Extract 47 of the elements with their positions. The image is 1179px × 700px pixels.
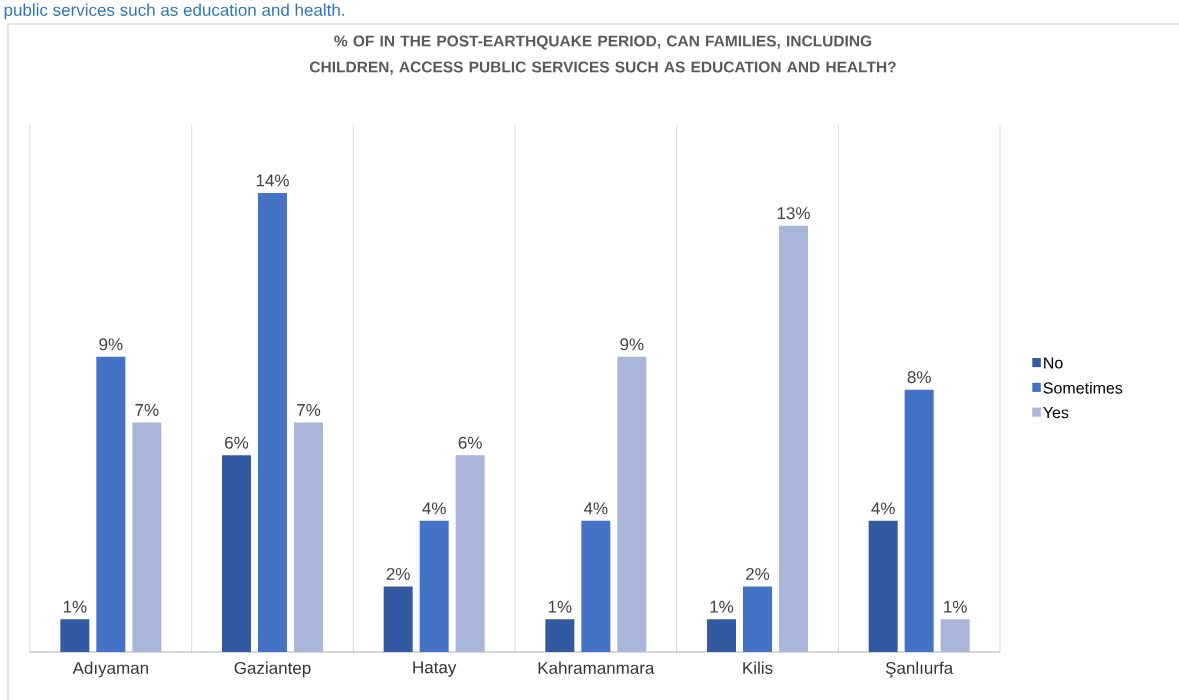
bar (904, 389, 934, 652)
data-label: 1% (710, 600, 734, 613)
text: public services such as education and health. (4, 3, 344, 20)
bar (258, 192, 287, 652)
x-tick-label: Kilis (743, 661, 773, 675)
bar (96, 356, 126, 652)
bar (707, 619, 736, 652)
data-label: 7% (297, 404, 321, 416)
data-label: 7% (135, 404, 159, 416)
data-label: 4% (422, 502, 446, 515)
data-label: 9% (620, 338, 644, 351)
bar (60, 619, 90, 652)
x-tick-label: Gaziantep (234, 661, 311, 678)
legend-label: No (1044, 357, 1063, 369)
bar (222, 455, 251, 652)
data-label: 13% (777, 207, 810, 220)
data-label: 2% (386, 567, 410, 580)
data-label: 6% (225, 436, 249, 449)
bar (294, 422, 324, 652)
data-label: 6% (458, 436, 482, 449)
data-label: 9% (99, 338, 123, 351)
data-label: 1% (63, 600, 87, 613)
bar (383, 586, 413, 652)
data-label: 4% (583, 502, 608, 515)
bar (743, 586, 772, 652)
data-label: 2% (746, 567, 770, 580)
data-label: 1% (548, 600, 572, 613)
data-label: 1% (944, 600, 967, 613)
bar (779, 225, 808, 652)
bar (581, 520, 611, 652)
bar (617, 356, 647, 652)
data-label: 4% (871, 502, 895, 515)
bar (545, 619, 575, 652)
x-tick-label: Adıyaman (72, 661, 148, 678)
data-label: 8% (907, 371, 931, 384)
bar (868, 520, 898, 652)
bar (940, 619, 970, 652)
bar (132, 422, 162, 652)
x-tick-label: Kahramanmara (538, 661, 655, 675)
bar (419, 520, 449, 652)
bar (455, 455, 485, 652)
legend-label: Yes (1043, 407, 1069, 419)
legend-label: Sometimes (1043, 381, 1123, 394)
x-tick-label: Şanlıurfa (885, 661, 954, 678)
chart-title: % OF IN THE POST-EARTHQUAKE PERIOD, CAN FAMILIES, INCLUDING CHILDREN, ACCESS PUBLIC SERVICES SUCH AS EDUCATION AND HEALTH? (310, 35, 896, 75)
data-label: 14% (256, 174, 289, 187)
x-tick-label: Hatay (413, 661, 457, 677)
